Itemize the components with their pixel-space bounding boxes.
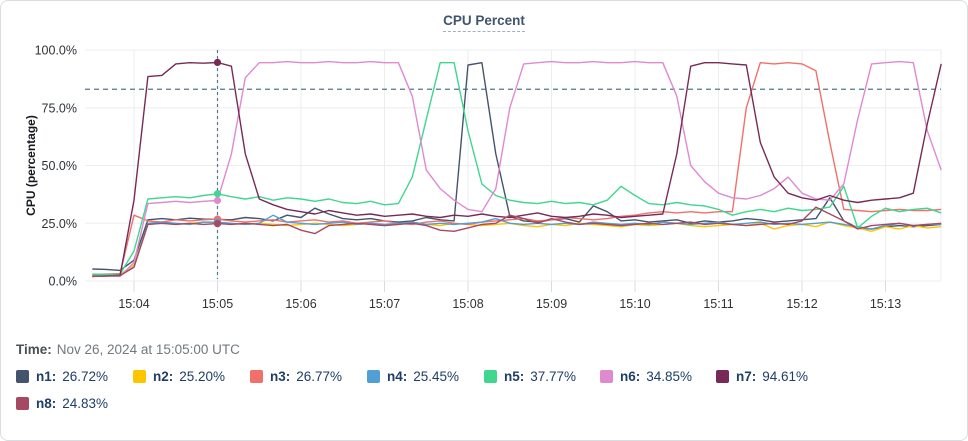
legend-series-value: 25.45% (413, 369, 460, 384)
svg-text:50.0%: 50.0% (42, 159, 77, 173)
series-line-n7 (92, 61, 942, 278)
svg-text:75.0%: 75.0% (42, 101, 77, 115)
legend-series-value: 24.83% (62, 396, 109, 411)
legend-swatch-n8 (16, 397, 29, 410)
time-caption: Time: Nov 26, 2024 at 15:05:00 UTC (16, 342, 240, 357)
legend-series-value: 94.61% (762, 369, 809, 384)
legend-swatch-n2 (133, 370, 146, 383)
y-axis-title: CPU (percentage) (24, 115, 38, 216)
svg-text:15:05: 15:05 (202, 297, 233, 311)
legend-series-name: n1: (36, 369, 57, 384)
legend-series-name: n3: (270, 369, 291, 384)
x-tick-labels: 15:04 15:05 15:06 15:07 15:08 15:09 15:10 15:11… (118, 297, 901, 311)
legend-series-name: n5: (504, 369, 525, 384)
svg-text:15:13: 15:13 (870, 297, 901, 311)
legend-item-n1[interactable]: n1: 26.72% (16, 369, 133, 384)
crosshair-dot-n8 (213, 220, 222, 228)
crosshair-dot-n6 (213, 196, 222, 205)
legend-swatch-n4 (367, 370, 380, 383)
time-caption-label: Time: (16, 342, 52, 357)
svg-text:15:09: 15:09 (536, 297, 567, 311)
legend-row: n1: 26.72% n2: 25.20% n3: 26.77% n4: 25.45% n5: 3… (16, 369, 957, 384)
legend-series-name: n2: (153, 369, 174, 384)
chart-legend: n1: 26.72% n2: 25.20% n3: 26.77% n4: 25.45% n5: 3… (16, 369, 957, 411)
svg-text:15:06: 15:06 (285, 297, 316, 311)
svg-text:15:08: 15:08 (452, 297, 483, 311)
x-gridlines (133, 50, 942, 292)
legend-item-n4[interactable]: n4: 25.45% (367, 369, 484, 384)
series-line-n5 (92, 62, 942, 276)
time-caption-value: Nov 26, 2024 at 15:05:00 UTC (56, 342, 240, 357)
series-line-n2 (92, 221, 942, 276)
legend-series-name: n8: (36, 396, 57, 411)
legend-series-name: n7: (736, 369, 757, 384)
legend-series-value: 25.20% (179, 369, 226, 384)
legend-item-n3[interactable]: n3: 26.77% (250, 369, 367, 384)
y-gridlines (85, 49, 941, 282)
legend-row: n8: 24.83% (16, 396, 957, 411)
svg-text:25.0%: 25.0% (42, 217, 77, 231)
legend-series-value: 37.77% (530, 369, 577, 384)
svg-text:15:10: 15:10 (619, 297, 650, 311)
legend-swatch-n3 (250, 370, 263, 383)
series-line-n1 (92, 62, 942, 272)
svg-text:100.0%: 100.0% (35, 44, 77, 58)
legend-item-n2[interactable]: n2: 25.20% (133, 369, 250, 384)
chart-title-wrap: CPU Percent (1, 12, 967, 32)
legend-series-name: n4: (387, 369, 408, 384)
series-line-n8 (92, 206, 942, 278)
cpu-usage-chart[interactable]: 0.0% 25.0% 50.0% 75.0% 100.0% 15:04 15:05 15:06… (1, 1, 968, 331)
legend-swatch-n1 (16, 370, 29, 383)
legend-item-n8[interactable]: n8: 24.83% (16, 396, 133, 411)
legend-series-value: 26.72% (62, 369, 109, 384)
y-tick-labels: 0.0% 25.0% 50.0% 75.0% 100.0% (35, 44, 77, 289)
legend-series-value: 34.85% (646, 369, 693, 384)
svg-text:0.0%: 0.0% (49, 275, 78, 289)
svg-text:15:12: 15:12 (786, 297, 817, 311)
svg-text:15:11: 15:11 (703, 297, 733, 311)
series-line-n6 (92, 60, 942, 278)
crosshair-dot-n7 (213, 58, 222, 67)
svg-text:15:04: 15:04 (118, 297, 149, 311)
legend-swatch-n7 (716, 370, 729, 383)
legend-item-n5[interactable]: n5: 37.77% (484, 369, 600, 384)
legend-item-n7[interactable]: n7: 94.61% (716, 369, 832, 384)
legend-swatch-n5 (484, 370, 497, 383)
series-line-n3 (92, 62, 942, 276)
legend-series-value: 26.77% (296, 369, 343, 384)
series-line-n4 (92, 214, 942, 277)
legend-series-name: n6: (620, 369, 641, 384)
crosshair-dot-n5 (213, 190, 222, 198)
legend-item-n6[interactable]: n6: 34.85% (600, 369, 716, 384)
svg-text:15:07: 15:07 (369, 297, 400, 311)
chart-title[interactable]: CPU Percent (443, 13, 525, 32)
legend-swatch-n6 (600, 370, 613, 383)
